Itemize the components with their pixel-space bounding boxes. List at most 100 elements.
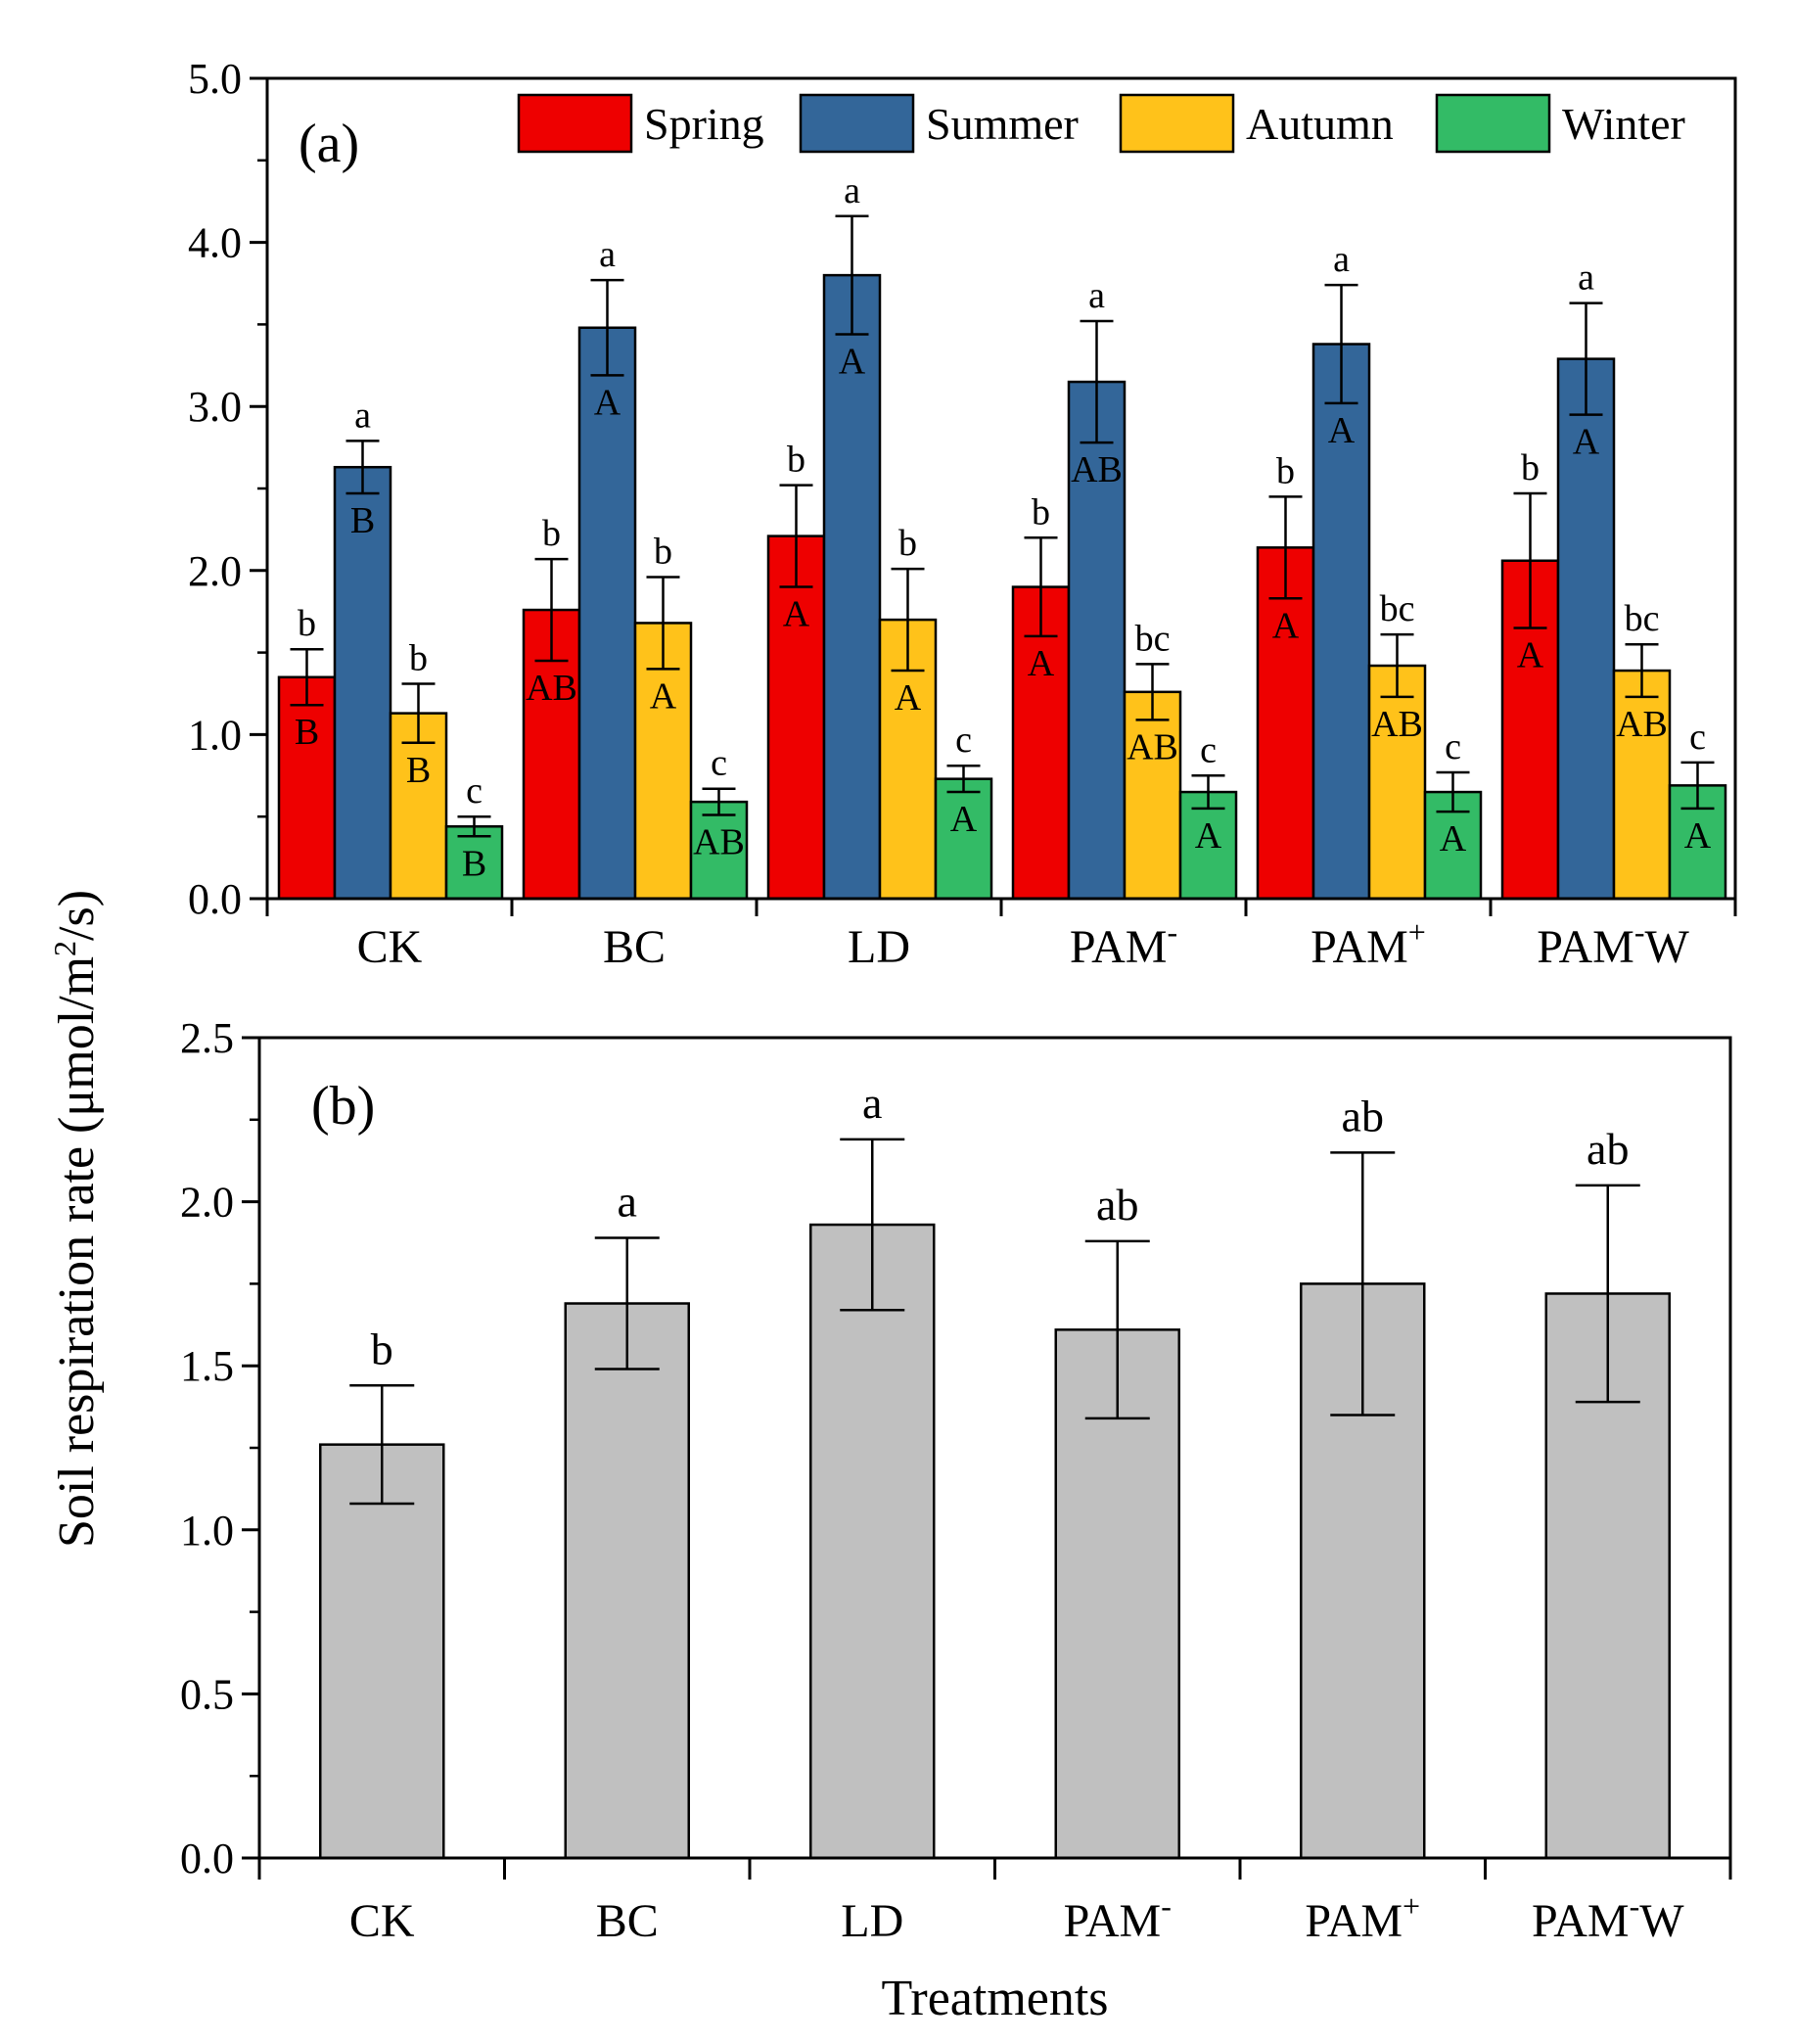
bar-winter xyxy=(689,800,749,901)
x-tick-label-b-tail: W xyxy=(1639,1895,1684,1947)
y-tick-label-b: 1.5 xyxy=(180,1342,234,1390)
y-tick-label-b: 1.0 xyxy=(180,1507,234,1555)
sig-letter-inside-summer: A xyxy=(1328,410,1356,451)
y-tick-label-b: 0.5 xyxy=(180,1670,234,1718)
sig-letter-inside-autumn: A xyxy=(650,675,677,717)
bar-winter xyxy=(934,777,993,901)
sig-letter-inside-autumn: AB xyxy=(1616,704,1668,745)
x-tick-label-b: PAM-W xyxy=(1532,1888,1684,1947)
bar-autumn xyxy=(389,712,448,901)
sig-letter-autumn: bc xyxy=(1625,598,1660,639)
legend-swatch-winter xyxy=(1435,93,1551,154)
x-tick-label-a-base: BC xyxy=(603,921,666,973)
sig-letter-winter: c xyxy=(1200,729,1217,770)
y-tick-label-a: 4.0 xyxy=(188,219,242,267)
legend-label-autumn: Autumn xyxy=(1246,99,1394,149)
sig-letter-inside-spring: A xyxy=(1028,643,1055,684)
x-tick-label-a: PAM-W xyxy=(1537,914,1689,973)
y-tick-label-b: 2.5 xyxy=(180,1014,234,1062)
x-tick-label-a: BC xyxy=(603,921,666,973)
sig-letter-summer: a xyxy=(1088,275,1105,316)
sig-letter-inside-summer: AB xyxy=(1071,449,1123,490)
sig-letter-winter: c xyxy=(466,770,483,812)
sig-letter-inside-winter: AB xyxy=(693,822,745,863)
sig-letter-inside-winter: A xyxy=(1440,818,1467,859)
bar-spring xyxy=(1011,585,1071,901)
panel-label-b: (b) xyxy=(311,1076,375,1137)
panel-label-a: (a) xyxy=(299,114,359,174)
x-tick-label-a-base: CK xyxy=(357,921,423,973)
x-tick-label-b: PAM- xyxy=(1064,1888,1172,1947)
x-tick-label-a-base: PAM xyxy=(1537,921,1634,973)
chart-panel-a: (a)0.01.02.03.04.05.0bBaBbBcBCKbABaAbAcA… xyxy=(188,55,1737,973)
sig-letter-inside-spring: A xyxy=(1272,605,1300,646)
bar-annual-mean xyxy=(809,1223,936,1860)
sig-letter-autumn: b xyxy=(409,637,428,678)
sig-letter-inside-spring: B xyxy=(295,712,319,753)
sig-letter-spring: b xyxy=(1521,447,1540,488)
sig-letter-summer: a xyxy=(599,234,616,275)
sig-letter-annual-mean: ab xyxy=(1342,1091,1384,1140)
plot-frame-b xyxy=(257,1036,1732,1860)
sig-letter-annual-mean: a xyxy=(618,1176,637,1226)
x-tick-label-b-sup: - xyxy=(1161,1888,1172,1924)
x-tick-label-a-base: LD xyxy=(848,921,910,973)
sig-letter-summer: a xyxy=(844,170,860,211)
sig-letter-winter: c xyxy=(1445,726,1461,767)
x-tick-label-a-base: PAM xyxy=(1070,921,1168,973)
sig-letter-inside-autumn: A xyxy=(895,677,922,719)
sig-letter-inside-autumn: B xyxy=(406,750,431,791)
sig-letter-inside-summer: A xyxy=(839,341,866,382)
x-tick-label-a: CK xyxy=(357,921,423,973)
y-tick-label-a: 1.0 xyxy=(188,711,242,759)
x-tick-label-a-sup: - xyxy=(1634,914,1645,950)
chart-panel-b: (b)0.00.51.01.52.02.5bCKaBCaLDabPAM-abPA… xyxy=(180,1014,1732,2026)
y-axis-label: Soil respiration rate (μmol/m2/s) xyxy=(47,890,105,1548)
bar-autumn xyxy=(1367,664,1427,901)
sig-letter-winter: c xyxy=(955,720,972,761)
y-tick-label-a: 5.0 xyxy=(188,55,242,103)
y-axis-label-main: Soil respiration rate (μmol/m xyxy=(49,956,105,1548)
sig-letter-winter: c xyxy=(711,743,727,784)
bar-summer xyxy=(577,326,637,901)
x-tick-label-b-base: BC xyxy=(596,1895,659,1947)
x-tick-label-a: PAM+ xyxy=(1311,914,1426,973)
y-tick-label-a: 3.0 xyxy=(188,383,242,431)
x-tick-label-a: PAM- xyxy=(1070,914,1177,973)
x-axis-label-b: Treatments xyxy=(881,1971,1108,2026)
x-tick-label-b-base: CK xyxy=(349,1895,415,1947)
sig-letter-inside-summer: A xyxy=(1573,422,1600,463)
x-tick-label-a-sup: - xyxy=(1167,914,1177,950)
legend-label-spring: Spring xyxy=(644,99,764,149)
sig-letter-autumn: b xyxy=(654,532,672,573)
sig-letter-spring: b xyxy=(1276,450,1295,491)
bar-spring xyxy=(766,534,826,901)
sig-letter-inside-spring: AB xyxy=(526,668,577,709)
legend-swatch-summer xyxy=(799,93,915,154)
sig-letter-inside-winter: A xyxy=(950,799,978,840)
y-tick-label-b: 2.0 xyxy=(180,1179,234,1227)
x-tick-label-b: BC xyxy=(596,1895,659,1947)
x-tick-label-b-base: LD xyxy=(841,1895,903,1947)
y-tick-label-a: 0.0 xyxy=(188,875,242,923)
sig-letter-spring: b xyxy=(298,603,316,644)
sig-letter-autumn: bc xyxy=(1380,588,1415,629)
sig-letter-inside-winter: A xyxy=(1684,815,1712,857)
x-tick-label-b: LD xyxy=(841,1895,903,1947)
sig-letter-autumn: bc xyxy=(1135,618,1171,659)
legend-label-summer: Summer xyxy=(926,99,1079,149)
sig-letter-summer: a xyxy=(1578,257,1594,299)
sig-letter-spring: b xyxy=(542,513,561,554)
y-tick-label-b: 0.0 xyxy=(180,1835,234,1882)
sig-letter-inside-autumn: AB xyxy=(1371,704,1423,745)
sig-letter-summer: a xyxy=(1333,239,1350,280)
bar-spring xyxy=(1256,546,1315,901)
y-axis-label-tail: /s) xyxy=(49,890,105,941)
sig-letter-annual-mean: ab xyxy=(1096,1180,1138,1230)
bar-winter xyxy=(444,825,504,901)
sig-letter-winter: c xyxy=(1689,717,1706,758)
sig-letter-inside-autumn: AB xyxy=(1127,726,1178,767)
x-tick-label-b: CK xyxy=(349,1895,415,1947)
x-tick-label-a-sup: + xyxy=(1408,914,1426,950)
sig-letter-inside-summer: B xyxy=(350,500,375,541)
